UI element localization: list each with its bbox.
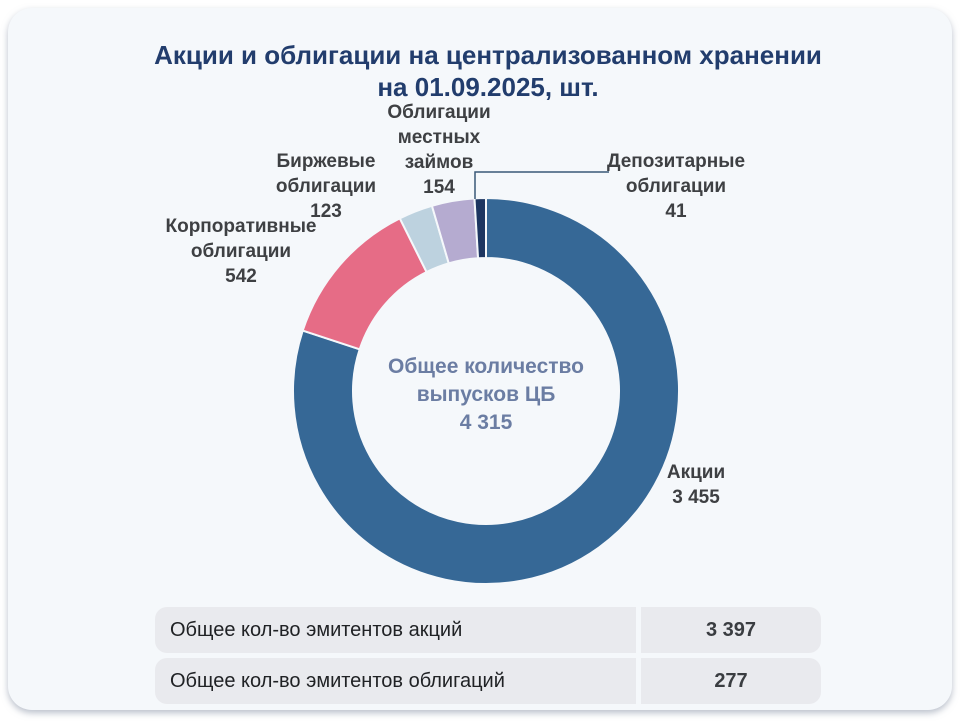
- donut-segment-depozitarnye: [473, 196, 487, 260]
- row-value: 277: [641, 658, 821, 704]
- segment-name: Корпоративные облигации: [165, 216, 317, 262]
- segment-name: Облигации местных займов: [387, 102, 491, 173]
- chart-card: Акции и облигации на централизованном хр…: [8, 8, 952, 710]
- segment-name: Биржевые облигации: [275, 151, 377, 197]
- segment-label-birzhevye: Биржевые облигации 123: [266, 149, 386, 224]
- donut-center-label: Общее количество выпусков ЦБ 4 315: [361, 353, 611, 437]
- summary-table: Общее кол-во эмитентов акций 3 397 Общее…: [155, 607, 821, 709]
- table-row: Общее кол-во эмитентов облигаций 277: [155, 658, 821, 704]
- chart-title: Акции и облигации на централизованном хр…: [8, 39, 960, 103]
- segment-label-depozitarnye: Депозитарные облигации 41: [589, 149, 764, 224]
- donut-chart: [292, 171, 680, 585]
- segment-name: Депозитарные облигации: [606, 151, 746, 197]
- segment-value: 41: [665, 201, 687, 222]
- chart-title-line2: на 01.09.2025, шт.: [377, 72, 599, 103]
- donut-segment-akcii: [292, 197, 680, 585]
- segment-name: Акции: [666, 462, 726, 483]
- chart-title-line1: Акции и облигации на централизованном хр…: [154, 40, 822, 71]
- segment-label-akcii: Акции 3 455: [641, 460, 751, 510]
- segment-value: 123: [310, 201, 342, 222]
- segment-value: 154: [423, 177, 455, 198]
- leader-line-depozitarnye: [474, 171, 609, 199]
- row-value: 3 397: [641, 607, 821, 653]
- segment-label-mestnye: Облигации местных займов 154: [378, 100, 500, 200]
- table-row: Общее кол-во эмитентов акций 3 397: [155, 607, 821, 653]
- row-label: Общее кол-во эмитентов облигаций: [155, 658, 636, 704]
- donut-center-value: 4 315: [459, 411, 513, 434]
- segment-label-korporativnye: Корпоративные облигации 542: [159, 214, 324, 289]
- row-label: Общее кол-во эмитентов акций: [155, 607, 636, 653]
- segment-value: 3 455: [672, 487, 720, 508]
- segment-value: 542: [225, 266, 257, 287]
- donut-center-text: Общее количество выпусков ЦБ: [387, 355, 585, 406]
